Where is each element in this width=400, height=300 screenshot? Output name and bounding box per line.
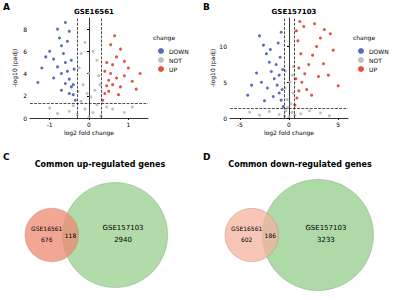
svg-text:0: 0 (223, 115, 227, 122)
svg-text:B: B (203, 2, 210, 12)
svg-text:2940: 2940 (114, 236, 132, 244)
svg-text:GSE157103: GSE157103 (103, 224, 144, 232)
svg-text:602: 602 (241, 236, 253, 243)
svg-text:UP: UP (369, 66, 377, 73)
svg-text:5: 5 (223, 79, 227, 86)
svg-text:NOT: NOT (369, 57, 382, 64)
svg-text:0: 0 (287, 121, 291, 128)
svg-text:NOT: NOT (169, 57, 182, 64)
svg-text:6: 6 (23, 48, 27, 55)
svg-text:-5: -5 (237, 121, 243, 128)
svg-text:2: 2 (23, 92, 27, 99)
svg-text:3233: 3233 (317, 236, 335, 244)
svg-text:118: 118 (65, 232, 77, 239)
svg-text:GSE16561: GSE16561 (231, 225, 263, 232)
svg-text:5: 5 (336, 121, 340, 128)
svg-text:GSE157103: GSE157103 (272, 8, 317, 16)
svg-text:-1: -1 (47, 121, 53, 128)
svg-text:Common up-regulated genes: Common up-regulated genes (35, 160, 166, 169)
svg-text:0: 0 (23, 115, 27, 122)
svg-text:4: 4 (23, 70, 27, 77)
svg-text:GSE16561: GSE16561 (74, 8, 114, 16)
svg-text:-log10 (padj): -log10 (padj) (209, 49, 217, 88)
svg-text:log2 fold change: log2 fold change (264, 129, 314, 137)
svg-text:-log10 (padj): -log10 (padj) (11, 49, 19, 88)
svg-text:C: C (3, 152, 10, 162)
svg-text:UP: UP (169, 66, 177, 73)
svg-text:DOWN: DOWN (169, 48, 189, 55)
svg-text:8: 8 (23, 26, 27, 33)
svg-text:676: 676 (41, 236, 53, 243)
svg-text:change: change (153, 34, 175, 42)
svg-text:log2 fold change: log2 fold change (64, 129, 114, 137)
svg-text:10: 10 (219, 43, 227, 50)
svg-text:186: 186 (265, 232, 277, 239)
svg-text:0: 0 (87, 121, 91, 128)
svg-text:change: change (353, 34, 375, 42)
svg-text:D: D (203, 152, 210, 162)
svg-text:DOWN: DOWN (369, 48, 389, 55)
svg-text:1: 1 (126, 121, 130, 128)
svg-text:GSE16561: GSE16561 (31, 225, 63, 232)
svg-text:Common down-regulated genes: Common down-regulated genes (228, 160, 372, 169)
svg-text:A: A (3, 2, 10, 12)
svg-text:GSE157103: GSE157103 (305, 224, 346, 232)
